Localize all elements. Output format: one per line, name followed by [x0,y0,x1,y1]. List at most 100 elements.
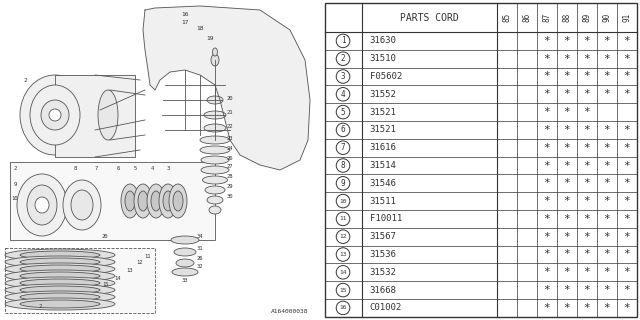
Ellipse shape [35,197,49,213]
Text: *: * [543,36,550,46]
Text: 2: 2 [340,54,346,63]
Text: *: * [584,143,590,153]
Text: *: * [584,285,590,295]
Text: *: * [604,125,610,135]
Text: *: * [604,89,610,99]
Text: 10: 10 [12,196,19,201]
Ellipse shape [63,180,101,230]
Ellipse shape [174,248,196,256]
Text: *: * [563,107,570,117]
Ellipse shape [5,291,115,303]
Ellipse shape [121,184,139,218]
Text: *: * [623,71,630,82]
Text: 86: 86 [522,13,531,22]
Ellipse shape [147,184,165,218]
Text: *: * [543,71,550,82]
Text: 31: 31 [196,245,204,251]
Text: *: * [584,303,590,313]
Text: *: * [543,143,550,153]
Text: 14: 14 [115,276,121,281]
Ellipse shape [20,293,100,301]
Text: 8: 8 [340,161,346,170]
Text: *: * [604,250,610,260]
Text: 12: 12 [339,234,347,239]
Circle shape [336,177,350,190]
Ellipse shape [207,196,223,204]
Text: *: * [584,196,590,206]
Ellipse shape [176,259,194,267]
Bar [55,75,135,157]
Text: *: * [584,54,590,64]
Circle shape [336,141,350,155]
Text: *: * [584,71,590,82]
Text: 87: 87 [542,13,551,22]
Circle shape [336,159,350,172]
Text: *: * [604,143,610,153]
Text: 88: 88 [563,13,572,22]
Circle shape [336,266,350,279]
Text: *: * [563,214,570,224]
Ellipse shape [5,249,115,261]
Text: 13: 13 [339,252,347,257]
Text: 34: 34 [196,235,204,239]
Text: *: * [604,303,610,313]
Text: 16: 16 [181,12,189,18]
Ellipse shape [134,184,152,218]
Text: 9: 9 [340,179,346,188]
Circle shape [336,194,350,208]
Ellipse shape [5,256,115,268]
Text: 7: 7 [340,143,346,152]
Text: 12: 12 [137,260,143,266]
Text: 22: 22 [227,124,233,129]
Text: 31630: 31630 [369,36,396,45]
Circle shape [336,301,350,315]
Ellipse shape [41,100,69,130]
Text: 15: 15 [103,283,109,287]
Ellipse shape [169,184,187,218]
Text: 91: 91 [622,13,631,22]
Text: *: * [543,214,550,224]
Ellipse shape [171,236,199,244]
Text: 31616: 31616 [369,143,396,152]
Text: 4: 4 [340,90,346,99]
Text: *: * [604,214,610,224]
Ellipse shape [17,174,67,236]
Text: *: * [623,303,630,313]
Text: *: * [623,161,630,171]
Text: 21: 21 [227,110,233,116]
Ellipse shape [207,96,223,104]
Ellipse shape [49,109,61,121]
Ellipse shape [151,191,161,211]
Text: *: * [584,125,590,135]
Text: 5: 5 [340,108,346,116]
Ellipse shape [205,186,225,194]
Text: 11: 11 [339,216,347,221]
Circle shape [336,105,350,119]
Text: *: * [563,196,570,206]
Text: *: * [563,54,570,64]
Text: *: * [563,71,570,82]
Text: *: * [604,232,610,242]
Text: *: * [623,36,630,46]
Text: 30: 30 [227,194,233,198]
Text: *: * [604,178,610,188]
Text: *: * [584,267,590,277]
Ellipse shape [201,166,229,174]
Ellipse shape [5,263,115,275]
Circle shape [336,248,350,261]
Ellipse shape [27,185,57,225]
Text: *: * [543,178,550,188]
Text: 32: 32 [196,265,204,269]
Text: 31532: 31532 [369,268,396,277]
Text: 85: 85 [502,13,511,22]
Ellipse shape [202,176,227,184]
Text: *: * [584,232,590,242]
Text: *: * [563,250,570,260]
Text: F10011: F10011 [369,214,402,223]
Text: 29: 29 [227,183,233,188]
Text: *: * [584,36,590,46]
Text: *: * [543,267,550,277]
Text: 16: 16 [339,305,347,310]
Text: 6: 6 [340,125,346,134]
Text: 14: 14 [339,270,347,275]
